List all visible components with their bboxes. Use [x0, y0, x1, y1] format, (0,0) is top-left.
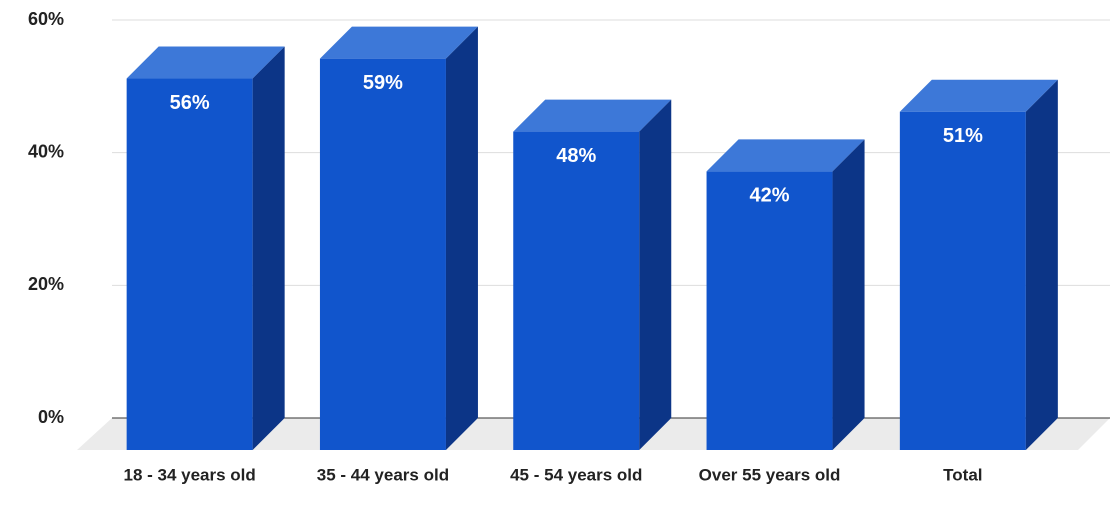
y-tick-label: 0%	[38, 407, 64, 427]
y-tick-label: 40%	[28, 141, 64, 161]
y-tick-label: 20%	[28, 274, 64, 294]
bar-front	[126, 78, 253, 451]
x-tick-label: Over 55 years old	[699, 465, 841, 484]
value-label: 48%	[556, 145, 596, 167]
bar-side	[1025, 79, 1058, 450]
bar-top	[319, 26, 478, 59]
bar-top	[513, 99, 672, 132]
value-label: 56%	[170, 92, 210, 114]
value-label: 51%	[943, 125, 983, 147]
bar-front	[706, 171, 833, 450]
y-tick-label: 60%	[28, 9, 64, 29]
bar-side	[832, 139, 865, 450]
bar-front	[319, 58, 446, 451]
bar-side	[639, 99, 672, 450]
bar-top	[706, 139, 865, 172]
x-tick-label: 35 - 44 years old	[317, 465, 449, 484]
bar-top	[899, 79, 1058, 112]
bar-front	[899, 111, 1026, 450]
bar-side	[252, 46, 285, 451]
x-tick-label: Total	[943, 465, 982, 484]
x-tick-label: 18 - 34 years old	[123, 465, 255, 484]
value-label: 59%	[363, 72, 403, 94]
bar-front	[513, 131, 640, 450]
x-tick-label: 45 - 54 years old	[510, 465, 642, 484]
bar-top	[126, 46, 285, 79]
value-label: 42%	[750, 185, 790, 207]
bar-side	[445, 26, 478, 451]
